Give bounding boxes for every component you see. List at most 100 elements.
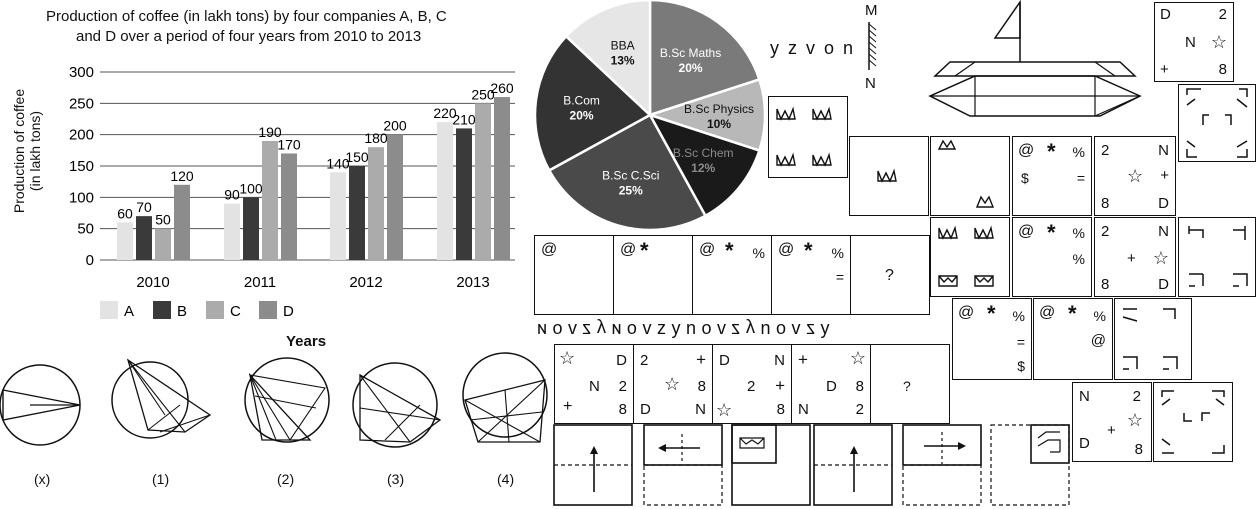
series2-cell-4: + ☆ D 8 N 2 [791, 344, 871, 424]
pie-slice [648, 0, 761, 117]
option-box-symbols-4[interactable]: @ * % @ [1033, 298, 1113, 380]
cell-mr: 8 [697, 378, 706, 395]
cell-br: 8 [618, 401, 627, 418]
option-box-symbols-3[interactable]: @ * % = $ [952, 298, 1032, 380]
bar-value-label: 50 [155, 212, 171, 228]
x-tick-label: 2011 [244, 274, 276, 291]
y-tick-label: 300 [69, 64, 94, 81]
bar-value-label: 170 [277, 136, 301, 152]
sym-at: @ [958, 304, 975, 321]
fold-step-4 [813, 424, 893, 506]
bracket-pattern-box-4[interactable] [1153, 382, 1233, 462]
bracket-pattern-box-2[interactable] [1178, 217, 1256, 297]
cell-mr: + [1160, 167, 1169, 184]
cell-mr: + [775, 376, 785, 395]
bracket-pattern-box-3[interactable] [1114, 298, 1192, 380]
seq2-letter: o [824, 38, 835, 58]
seq1-letter: y [596, 319, 606, 339]
bracket-pattern [1188, 226, 1248, 287]
seq1-letter: n [760, 318, 771, 338]
cell-bl: + [563, 398, 573, 415]
option-box-symbols-2[interactable]: @ * % % [1012, 217, 1092, 297]
seq1-letter: z [806, 318, 815, 338]
option-box-numbers-2[interactable]: 2 N + ☆ 8 D [1094, 217, 1176, 297]
cell-mr: 8 [855, 378, 864, 395]
crown-icon [877, 168, 897, 183]
question-mark: ? [885, 267, 894, 284]
y-tick-label: 250 [69, 95, 94, 112]
bar-a [117, 222, 133, 260]
bar-d [494, 97, 510, 260]
series1-cell-1: @ [534, 235, 614, 315]
sym-percent: % [1093, 308, 1106, 324]
sym-at: @ [1039, 304, 1056, 321]
cell-m: ☆ [1127, 166, 1144, 186]
bar-value-label: 220 [433, 105, 457, 121]
box-top-right-numbers: D 2 N ☆ + 8 [1154, 2, 1234, 82]
sym-percent: % [1012, 308, 1025, 324]
option-box-a[interactable] [849, 136, 929, 216]
sym-percent: % [831, 245, 844, 261]
sym-at: @ [1018, 223, 1035, 240]
cell-bl: 8 [1101, 195, 1110, 212]
pie-slice [564, 0, 652, 118]
cell-mr: ☆ [1126, 410, 1143, 430]
bar-d [387, 134, 403, 260]
bar-c [155, 228, 171, 260]
pie-slice-label: BBA [611, 39, 635, 53]
pie-slice-label: B.Sc Physics [684, 102, 754, 116]
crown-icon [937, 139, 995, 208]
pie-slice-label: B.Sc C.Sci [602, 168, 659, 182]
sym-star: * [1068, 301, 1077, 326]
pie-slice-value: 13% [611, 54, 635, 68]
fold-step-3 [731, 424, 811, 506]
option-box-numbers-3[interactable]: N 2 + ☆ D 8 [1072, 382, 1152, 462]
bar-chart-title-line2: and D over a period of four years from 2… [76, 28, 422, 45]
figure-1 [111, 358, 212, 439]
y-tick-label: 100 [69, 189, 94, 206]
cell-br: 2 [855, 401, 864, 418]
bar-value-label: 70 [136, 199, 152, 215]
pie-slice-label: B.Com [563, 93, 600, 107]
bar-value-label: 250 [471, 86, 495, 102]
series2-question-cell[interactable]: ? [870, 344, 950, 424]
option-box-symbols-1[interactable]: @ * % $ = [1012, 136, 1092, 216]
option-box-numbers-1[interactable]: 2 N ☆ + 8 D [1094, 136, 1176, 216]
sym-at: @ [620, 241, 637, 258]
bracket-pattern-box-1 [1178, 84, 1256, 162]
x-tick-label: 2012 [349, 274, 382, 291]
seq1-letter: z [656, 318, 666, 338]
bar-value-label: 210 [452, 111, 476, 127]
crown-box-large [768, 96, 848, 178]
legend-label: A [124, 303, 134, 320]
y-tick-label: 200 [69, 127, 94, 144]
figure-4 [462, 352, 548, 443]
bracket-pattern [1161, 390, 1225, 454]
cell-br: D [1158, 276, 1169, 293]
y-tick-label: 150 [69, 158, 94, 175]
sym-at: @ [699, 241, 716, 258]
x-tick-label: 2013 [456, 274, 489, 291]
option-box-c[interactable] [930, 217, 1010, 297]
crown-pattern [776, 106, 832, 167]
bar-c [475, 103, 491, 260]
cell-bl: 8 [1101, 276, 1110, 293]
seq1-letter: o [701, 318, 712, 338]
sym-star: * [725, 238, 734, 263]
cell-m: N [589, 378, 600, 395]
crown-pattern [938, 225, 994, 287]
seq1-letter: ɴ [611, 318, 622, 338]
option-box-b[interactable] [930, 136, 1010, 216]
series1-question-cell[interactable]: ? [850, 235, 930, 315]
seq1-letter: y [745, 319, 755, 339]
sym-percent: % [752, 245, 765, 261]
seq2-letter: z [788, 38, 797, 58]
bar-b [136, 216, 152, 260]
bar-chart-xlabel: Years [286, 333, 327, 350]
sym-at-2: @ [1090, 332, 1106, 349]
bar-d [174, 184, 190, 260]
legend-swatch-a [100, 301, 118, 319]
mirror-label-top: M [865, 2, 878, 19]
sym-equals: = [1016, 334, 1025, 350]
seq1-letter: y [671, 318, 681, 338]
